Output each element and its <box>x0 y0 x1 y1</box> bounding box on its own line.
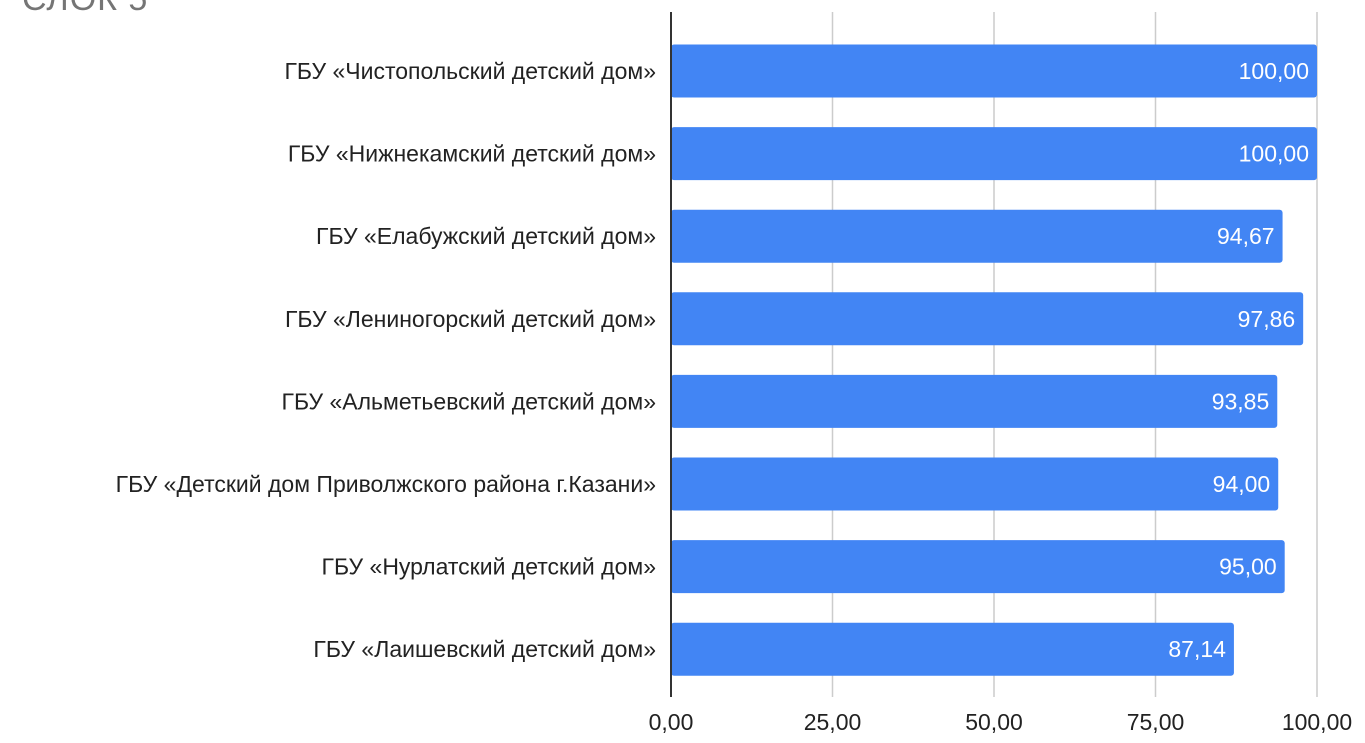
bar <box>671 622 1234 676</box>
bar <box>671 374 1278 428</box>
bar <box>671 457 1279 511</box>
category-label: ГБУ «Чистопольский детский дом» <box>284 58 656 84</box>
bar <box>671 127 1317 181</box>
value-label: 94,67 <box>1217 223 1275 249</box>
category-label: ГБУ «Лениногорский детский дом» <box>285 306 656 332</box>
value-label: 93,85 <box>1212 388 1270 414</box>
x-tick-label: 25,00 <box>804 709 862 735</box>
x-axis-tick-labels: 0,00 25,00 50,00 75,00 100,00 <box>649 709 1353 735</box>
bar <box>671 540 1285 594</box>
value-label: 94,00 <box>1213 471 1271 497</box>
value-label: 100,00 <box>1239 58 1309 84</box>
x-tick-label: 0,00 <box>649 709 694 735</box>
category-label: ГБУ «Альметьевский детский дом» <box>281 388 656 414</box>
page-title: СЛОК 5 <box>22 0 148 19</box>
x-tick-label: 50,00 <box>965 709 1023 735</box>
category-label: ГБУ «Нурлатский детский дом» <box>322 554 657 580</box>
value-label: 87,14 <box>1168 636 1226 662</box>
category-label: ГБУ «Лаишевский детский дом» <box>313 636 656 662</box>
category-label: ГБУ «Детский дом Приволжского района г.К… <box>116 471 656 497</box>
value-labels: 100,00 100,00 94,67 97,86 93,85 94,00 95,00 87,… <box>1168 58 1309 662</box>
bar <box>671 209 1283 263</box>
value-label: 95,00 <box>1219 554 1277 580</box>
category-label: ГБУ «Нижнекамский детский дом» <box>288 141 656 167</box>
x-tick-label: 75,00 <box>1127 709 1185 735</box>
category-labels: ГБУ «Чистопольский детский дом» ГБУ «Нижн… <box>116 58 656 662</box>
bar <box>671 292 1304 346</box>
x-tick-label: 100,00 <box>1282 709 1352 735</box>
bar <box>671 44 1317 98</box>
gridlines <box>831 12 1318 697</box>
bars <box>671 44 1317 676</box>
category-label: ГБУ «Елабужский детский дом» <box>316 223 656 249</box>
value-label: 100,00 <box>1239 141 1309 167</box>
value-label: 97,86 <box>1238 306 1296 332</box>
